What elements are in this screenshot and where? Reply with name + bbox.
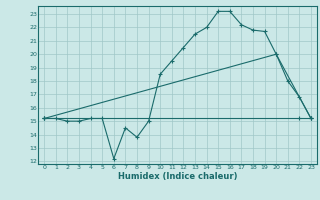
- X-axis label: Humidex (Indice chaleur): Humidex (Indice chaleur): [118, 172, 237, 181]
